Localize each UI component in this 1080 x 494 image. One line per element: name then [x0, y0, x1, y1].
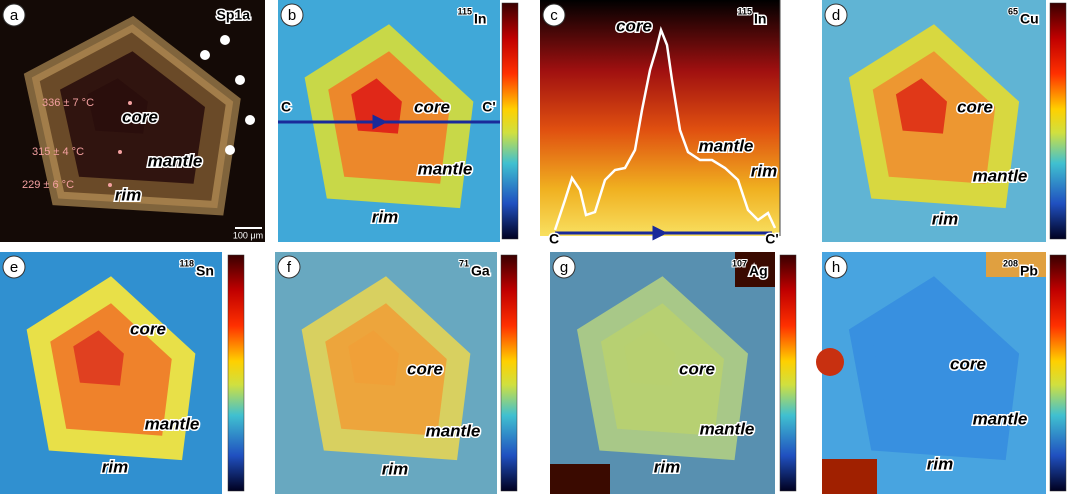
- rim-label: rim: [927, 454, 953, 473]
- speck: [220, 35, 230, 45]
- colorbar: [1049, 2, 1067, 240]
- temperature: 229 ± 6 °C: [22, 179, 74, 191]
- core-label: core: [130, 319, 166, 338]
- speck: [200, 50, 210, 60]
- spot: [108, 183, 112, 187]
- rim-label: rim: [372, 207, 398, 226]
- core-label: core: [616, 16, 652, 35]
- mantle-label: mantle: [145, 414, 200, 433]
- colorbar: [779, 254, 797, 492]
- mantle-label: mantle: [418, 159, 473, 178]
- isotope-mass: 71: [459, 258, 469, 268]
- core-label: core: [414, 97, 450, 116]
- mantle-label: mantle: [699, 136, 754, 155]
- panel-letter-badge: [542, 3, 566, 27]
- profile-end: C': [482, 99, 495, 115]
- spot: [128, 101, 132, 105]
- sample-tag: Sp1a: [217, 7, 251, 23]
- panel-letter: f: [287, 259, 292, 276]
- colorbar: [227, 254, 245, 492]
- mantle-label: mantle: [426, 421, 481, 440]
- panel-letter-badge: [552, 255, 576, 279]
- isotope-mass: 115: [737, 6, 752, 16]
- panel-letter-badge: [824, 255, 848, 279]
- panel-letter-badge: [2, 3, 26, 27]
- panel-letter-badge: [2, 255, 26, 279]
- core-zone: [87, 78, 148, 134]
- profile-panel: [540, 0, 780, 236]
- isotope-mass: 115: [457, 6, 472, 16]
- core-label: core: [122, 107, 158, 126]
- rim-label: rim: [932, 209, 958, 228]
- colorbar: [500, 254, 518, 492]
- core-label: core: [950, 354, 986, 373]
- mantle-label: mantle: [973, 409, 1028, 428]
- panel-letter: h: [832, 259, 840, 276]
- isotope-element: Sn: [196, 263, 214, 279]
- panel-letter-badge: [824, 3, 848, 27]
- core-label: core: [407, 359, 443, 378]
- dark-corner: [550, 464, 610, 494]
- isotope-mass: 208: [1003, 258, 1018, 268]
- panel-letter-badge: [280, 3, 304, 27]
- speck: [225, 145, 235, 155]
- scale-bar-label: 100 μm: [233, 230, 263, 240]
- colorbar: [1049, 254, 1067, 492]
- panel-letter: c: [550, 7, 558, 24]
- panel-letter-badge: [277, 255, 301, 279]
- core-zone: [895, 78, 947, 134]
- isotope-mass: 65: [1008, 6, 1018, 16]
- core-label: core: [957, 97, 993, 116]
- speck: [245, 115, 255, 125]
- rim-label: rim: [382, 459, 408, 478]
- isotope-element: Cu: [1020, 11, 1039, 27]
- profile-line: [553, 25, 777, 231]
- dark-corner: [735, 252, 775, 287]
- rim-label: rim: [102, 457, 128, 476]
- temperature: 315 ± 4 °C: [32, 146, 84, 158]
- profile-start: C: [281, 99, 291, 115]
- rim-label: rim: [751, 161, 777, 180]
- core-label: core: [679, 359, 715, 378]
- mantle-label: mantle: [700, 419, 755, 438]
- panel-letter: d: [832, 7, 840, 24]
- temperature: 336 ± 7 °C: [42, 97, 94, 109]
- profile-end: C': [765, 231, 778, 247]
- panel-letter: g: [560, 259, 568, 276]
- isotope-element: Pb: [1020, 263, 1038, 279]
- spot: [118, 150, 122, 154]
- isotope-element: Ga: [471, 263, 490, 279]
- rim-label: rim: [654, 457, 680, 476]
- isotope-element: Ag: [749, 263, 768, 279]
- isotope-mass: 118: [179, 258, 194, 268]
- core-zone: [624, 330, 676, 386]
- panel-letter: a: [10, 7, 19, 24]
- core-zone: [348, 330, 399, 386]
- mantle-label: mantle: [148, 151, 203, 170]
- mantle-label: mantle: [973, 166, 1028, 185]
- core-zone: [895, 330, 947, 386]
- isotope-mass: 107: [732, 258, 747, 268]
- blob: [986, 252, 1046, 277]
- blob: [816, 348, 844, 376]
- dark-corner: [822, 459, 877, 494]
- panel-letter: e: [10, 259, 18, 276]
- colorbar: [501, 2, 519, 240]
- rim-label: rim: [115, 185, 141, 204]
- isotope-element: In: [754, 11, 766, 27]
- profile-start: C: [549, 231, 559, 247]
- crystal-outline: [23, 15, 241, 216]
- core-zone: [73, 330, 124, 386]
- core-zone: [351, 78, 402, 134]
- speck: [235, 75, 245, 85]
- panel-letter: b: [288, 7, 296, 24]
- isotope-element: In: [474, 11, 486, 27]
